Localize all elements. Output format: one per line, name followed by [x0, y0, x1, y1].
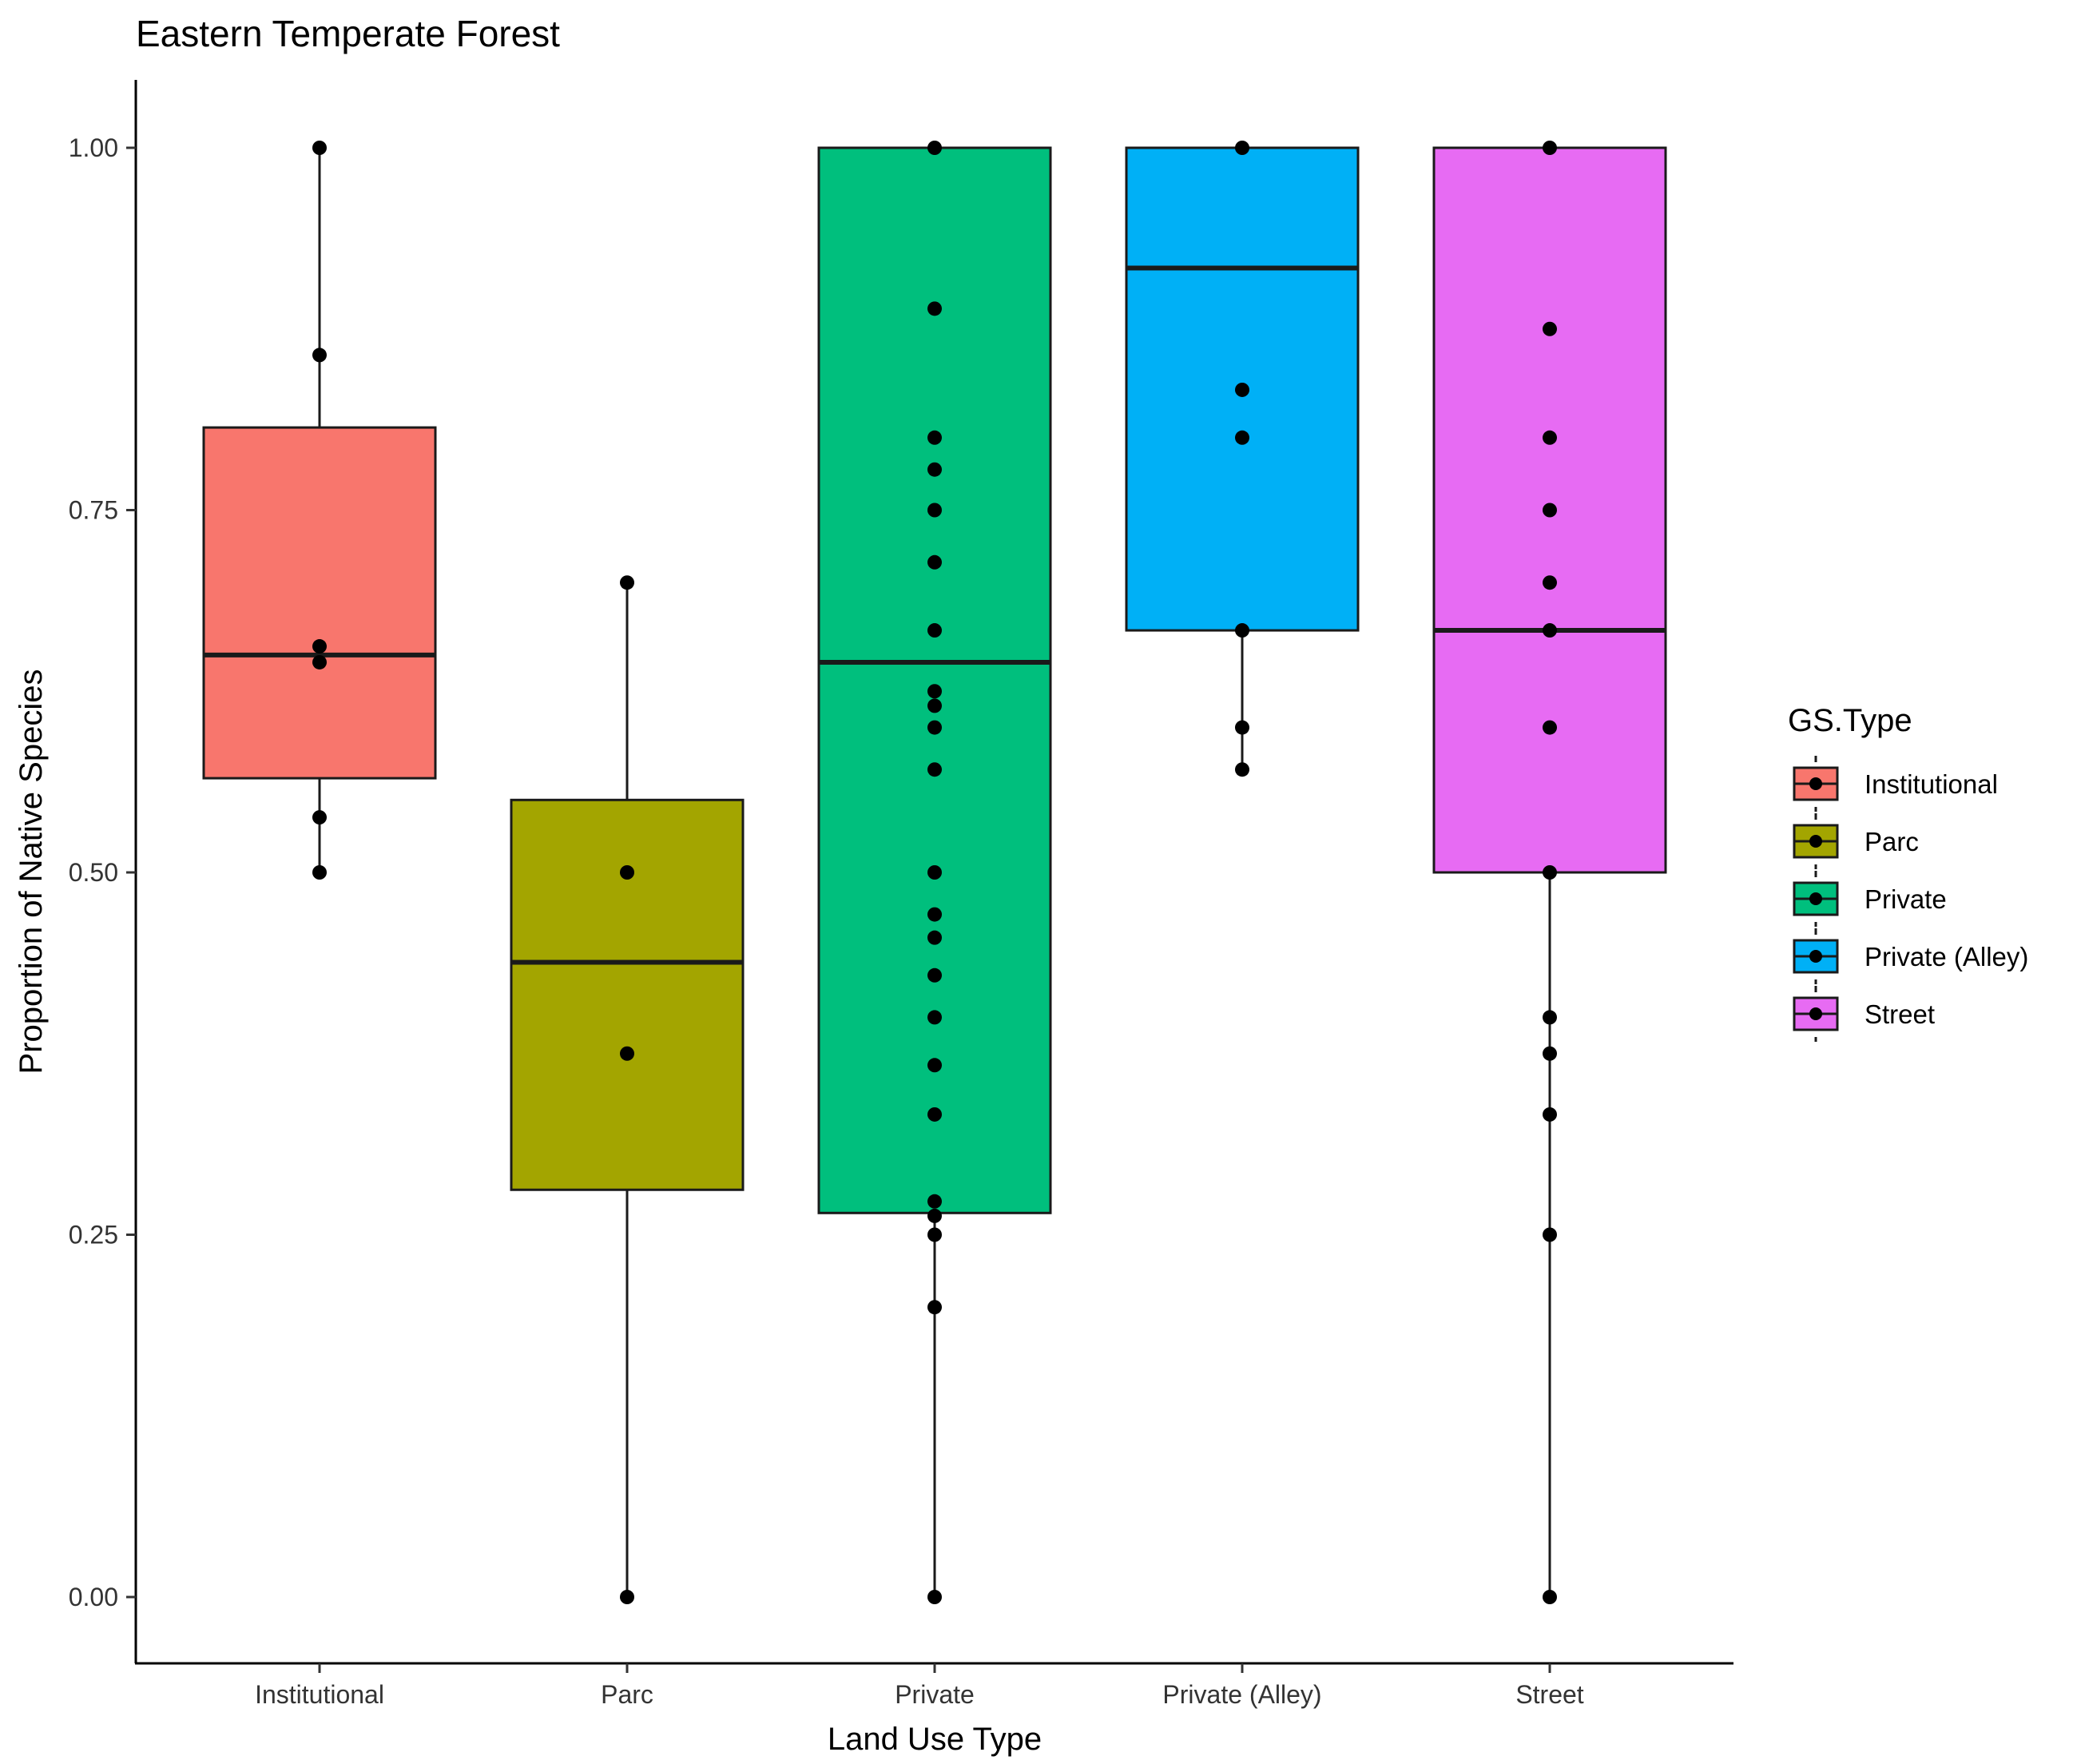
legend-title: GS.Type — [1788, 703, 1912, 738]
box — [817, 146, 1052, 1214]
data-point — [927, 1010, 942, 1025]
data-point — [1543, 865, 1557, 880]
data-point — [1235, 762, 1249, 777]
legend-item-3: Private (Alley) — [1793, 928, 2028, 984]
x-tick-label: Parc — [601, 1680, 653, 1709]
data-point — [927, 720, 942, 735]
x-axis-title: Land Use Type — [828, 1722, 1042, 1757]
legend-item-4: Street — [1793, 986, 1935, 1042]
data-point — [1235, 141, 1249, 155]
data-point — [312, 141, 327, 155]
data-point — [927, 141, 942, 155]
x-tick-label: Private (Alley) — [1162, 1680, 1321, 1709]
data-point — [312, 865, 327, 880]
x-tick-label: Street — [1515, 1680, 1583, 1709]
data-point — [927, 698, 942, 713]
legend-item-0: Institutional — [1793, 756, 1998, 812]
legend-key-point — [1809, 950, 1822, 963]
data-point — [312, 810, 327, 825]
data-point — [1543, 321, 1557, 336]
legend-item-1: Parc — [1793, 813, 1919, 869]
y-axis: 0.00 0.25 0.50 0.75 1.00 — [69, 133, 136, 1611]
data-point — [1543, 1227, 1557, 1242]
data-point — [927, 1208, 942, 1223]
data-point — [927, 865, 942, 880]
data-point — [312, 639, 327, 654]
data-point — [1543, 503, 1557, 518]
plot-area — [202, 141, 1667, 1604]
data-point — [927, 623, 942, 638]
y-axis-title: Proportion of Native Species — [14, 669, 49, 1075]
data-point — [620, 1590, 634, 1604]
legend-key-point — [1809, 777, 1822, 790]
data-point — [927, 503, 942, 518]
data-point — [620, 865, 634, 880]
data-point — [620, 575, 634, 590]
data-point — [927, 762, 942, 777]
data-point — [1543, 1010, 1557, 1025]
data-point — [1543, 1106, 1557, 1122]
y-tick-label: 1.00 — [69, 133, 118, 162]
legend: GS.Type Institutional Parc Private Private … — [1788, 703, 2028, 1042]
series-3 — [1125, 141, 1360, 777]
series-1 — [510, 575, 745, 1604]
data-point — [1235, 623, 1249, 638]
data-point — [927, 930, 942, 945]
data-point — [927, 554, 942, 570]
data-point — [927, 1590, 942, 1604]
y-tick-label: 0.25 — [69, 1221, 118, 1250]
legend-key-point — [1809, 835, 1822, 848]
data-point — [927, 430, 942, 445]
chart-title: Eastern Temperate Forest — [136, 13, 560, 54]
y-tick-label: 0.75 — [69, 496, 118, 525]
data-point — [1543, 141, 1557, 155]
y-tick-label: 0.50 — [69, 858, 118, 887]
legend-label: Private (Alley) — [1865, 942, 2028, 971]
data-point — [927, 1106, 942, 1122]
legend-key-point — [1809, 892, 1822, 905]
data-point — [1235, 430, 1249, 445]
legend-key-point — [1809, 1007, 1822, 1020]
data-point — [927, 684, 942, 699]
data-point — [312, 348, 327, 363]
data-point — [927, 1300, 942, 1315]
legend-label: Parc — [1865, 827, 1919, 856]
data-point — [927, 1194, 942, 1209]
data-point — [927, 967, 942, 983]
box — [202, 426, 437, 780]
legend-item-2: Private — [1793, 871, 1947, 927]
data-point — [927, 1227, 942, 1242]
y-tick-label: 0.00 — [69, 1583, 118, 1611]
box — [510, 798, 745, 1191]
legend-label: Street — [1865, 999, 1935, 1029]
x-tick-label: Private — [895, 1680, 975, 1709]
legend-label: Institutional — [1865, 769, 1998, 799]
series-2 — [817, 141, 1052, 1604]
data-point — [1543, 430, 1557, 445]
data-point — [927, 907, 942, 922]
data-point — [1543, 720, 1557, 735]
data-point — [927, 301, 942, 316]
series-4 — [1432, 141, 1667, 1604]
data-point — [1235, 720, 1249, 735]
data-point — [1543, 575, 1557, 590]
legend-label: Private — [1865, 884, 1947, 914]
x-tick-label: Institutional — [255, 1680, 384, 1709]
data-point — [1235, 382, 1249, 397]
data-point — [312, 654, 327, 669]
data-point — [1543, 1046, 1557, 1061]
data-point — [927, 1058, 942, 1073]
data-point — [620, 1046, 634, 1061]
series-0 — [202, 141, 437, 880]
x-axis: Institutional Parc Private Private (Alley) S… — [255, 1663, 1584, 1709]
data-point — [927, 462, 942, 477]
data-point — [1543, 623, 1557, 638]
data-point — [1543, 1590, 1557, 1604]
